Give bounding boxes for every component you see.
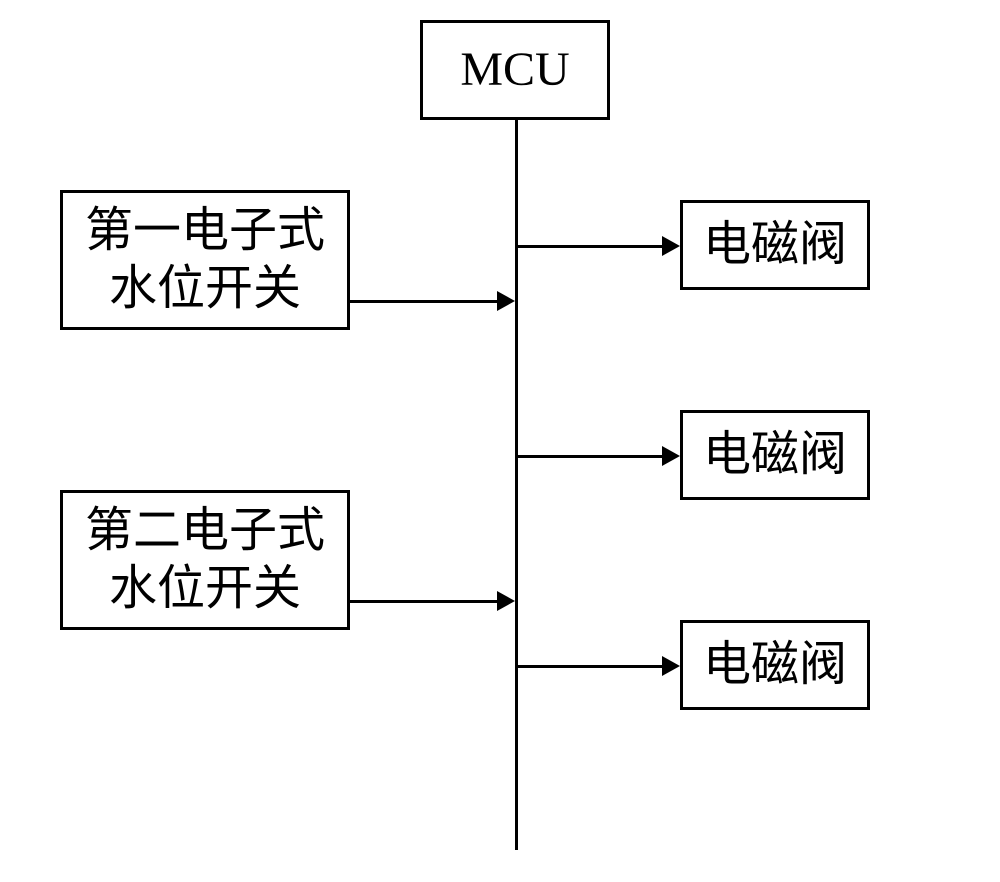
valve1-node: 电磁阀 — [680, 200, 870, 290]
switch1-label-line1: 第一电子式 — [85, 204, 325, 257]
valve3-label: 电磁阀 — [703, 636, 847, 694]
edge-bus-valve1 — [518, 245, 662, 248]
arrow-switch1-bus — [497, 291, 515, 311]
arrow-bus-valve1 — [662, 236, 680, 256]
switch2-label: 第二电子式 水位开关 — [85, 502, 325, 617]
switch1-label-line2: 水位开关 — [109, 262, 301, 315]
mcu-node: MCU — [420, 20, 610, 120]
mcu-label: MCU — [460, 41, 569, 99]
arrow-switch2-bus — [497, 591, 515, 611]
switch2-label-line1: 第二电子式 — [85, 504, 325, 557]
edge-bus-valve2 — [518, 455, 662, 458]
edge-switch2-bus — [350, 600, 497, 603]
arrow-bus-valve3 — [662, 656, 680, 676]
edge-bus-valve3 — [518, 665, 662, 668]
switch2-label-line2: 水位开关 — [109, 562, 301, 615]
switch1-node: 第一电子式 水位开关 — [60, 190, 350, 330]
bus-line — [515, 120, 518, 850]
arrow-bus-valve2 — [662, 446, 680, 466]
valve1-label: 电磁阀 — [703, 216, 847, 274]
edge-switch1-bus — [350, 300, 497, 303]
valve3-node: 电磁阀 — [680, 620, 870, 710]
valve2-label: 电磁阀 — [703, 426, 847, 484]
valve2-node: 电磁阀 — [680, 410, 870, 500]
switch1-label: 第一电子式 水位开关 — [85, 202, 325, 317]
switch2-node: 第二电子式 水位开关 — [60, 490, 350, 630]
